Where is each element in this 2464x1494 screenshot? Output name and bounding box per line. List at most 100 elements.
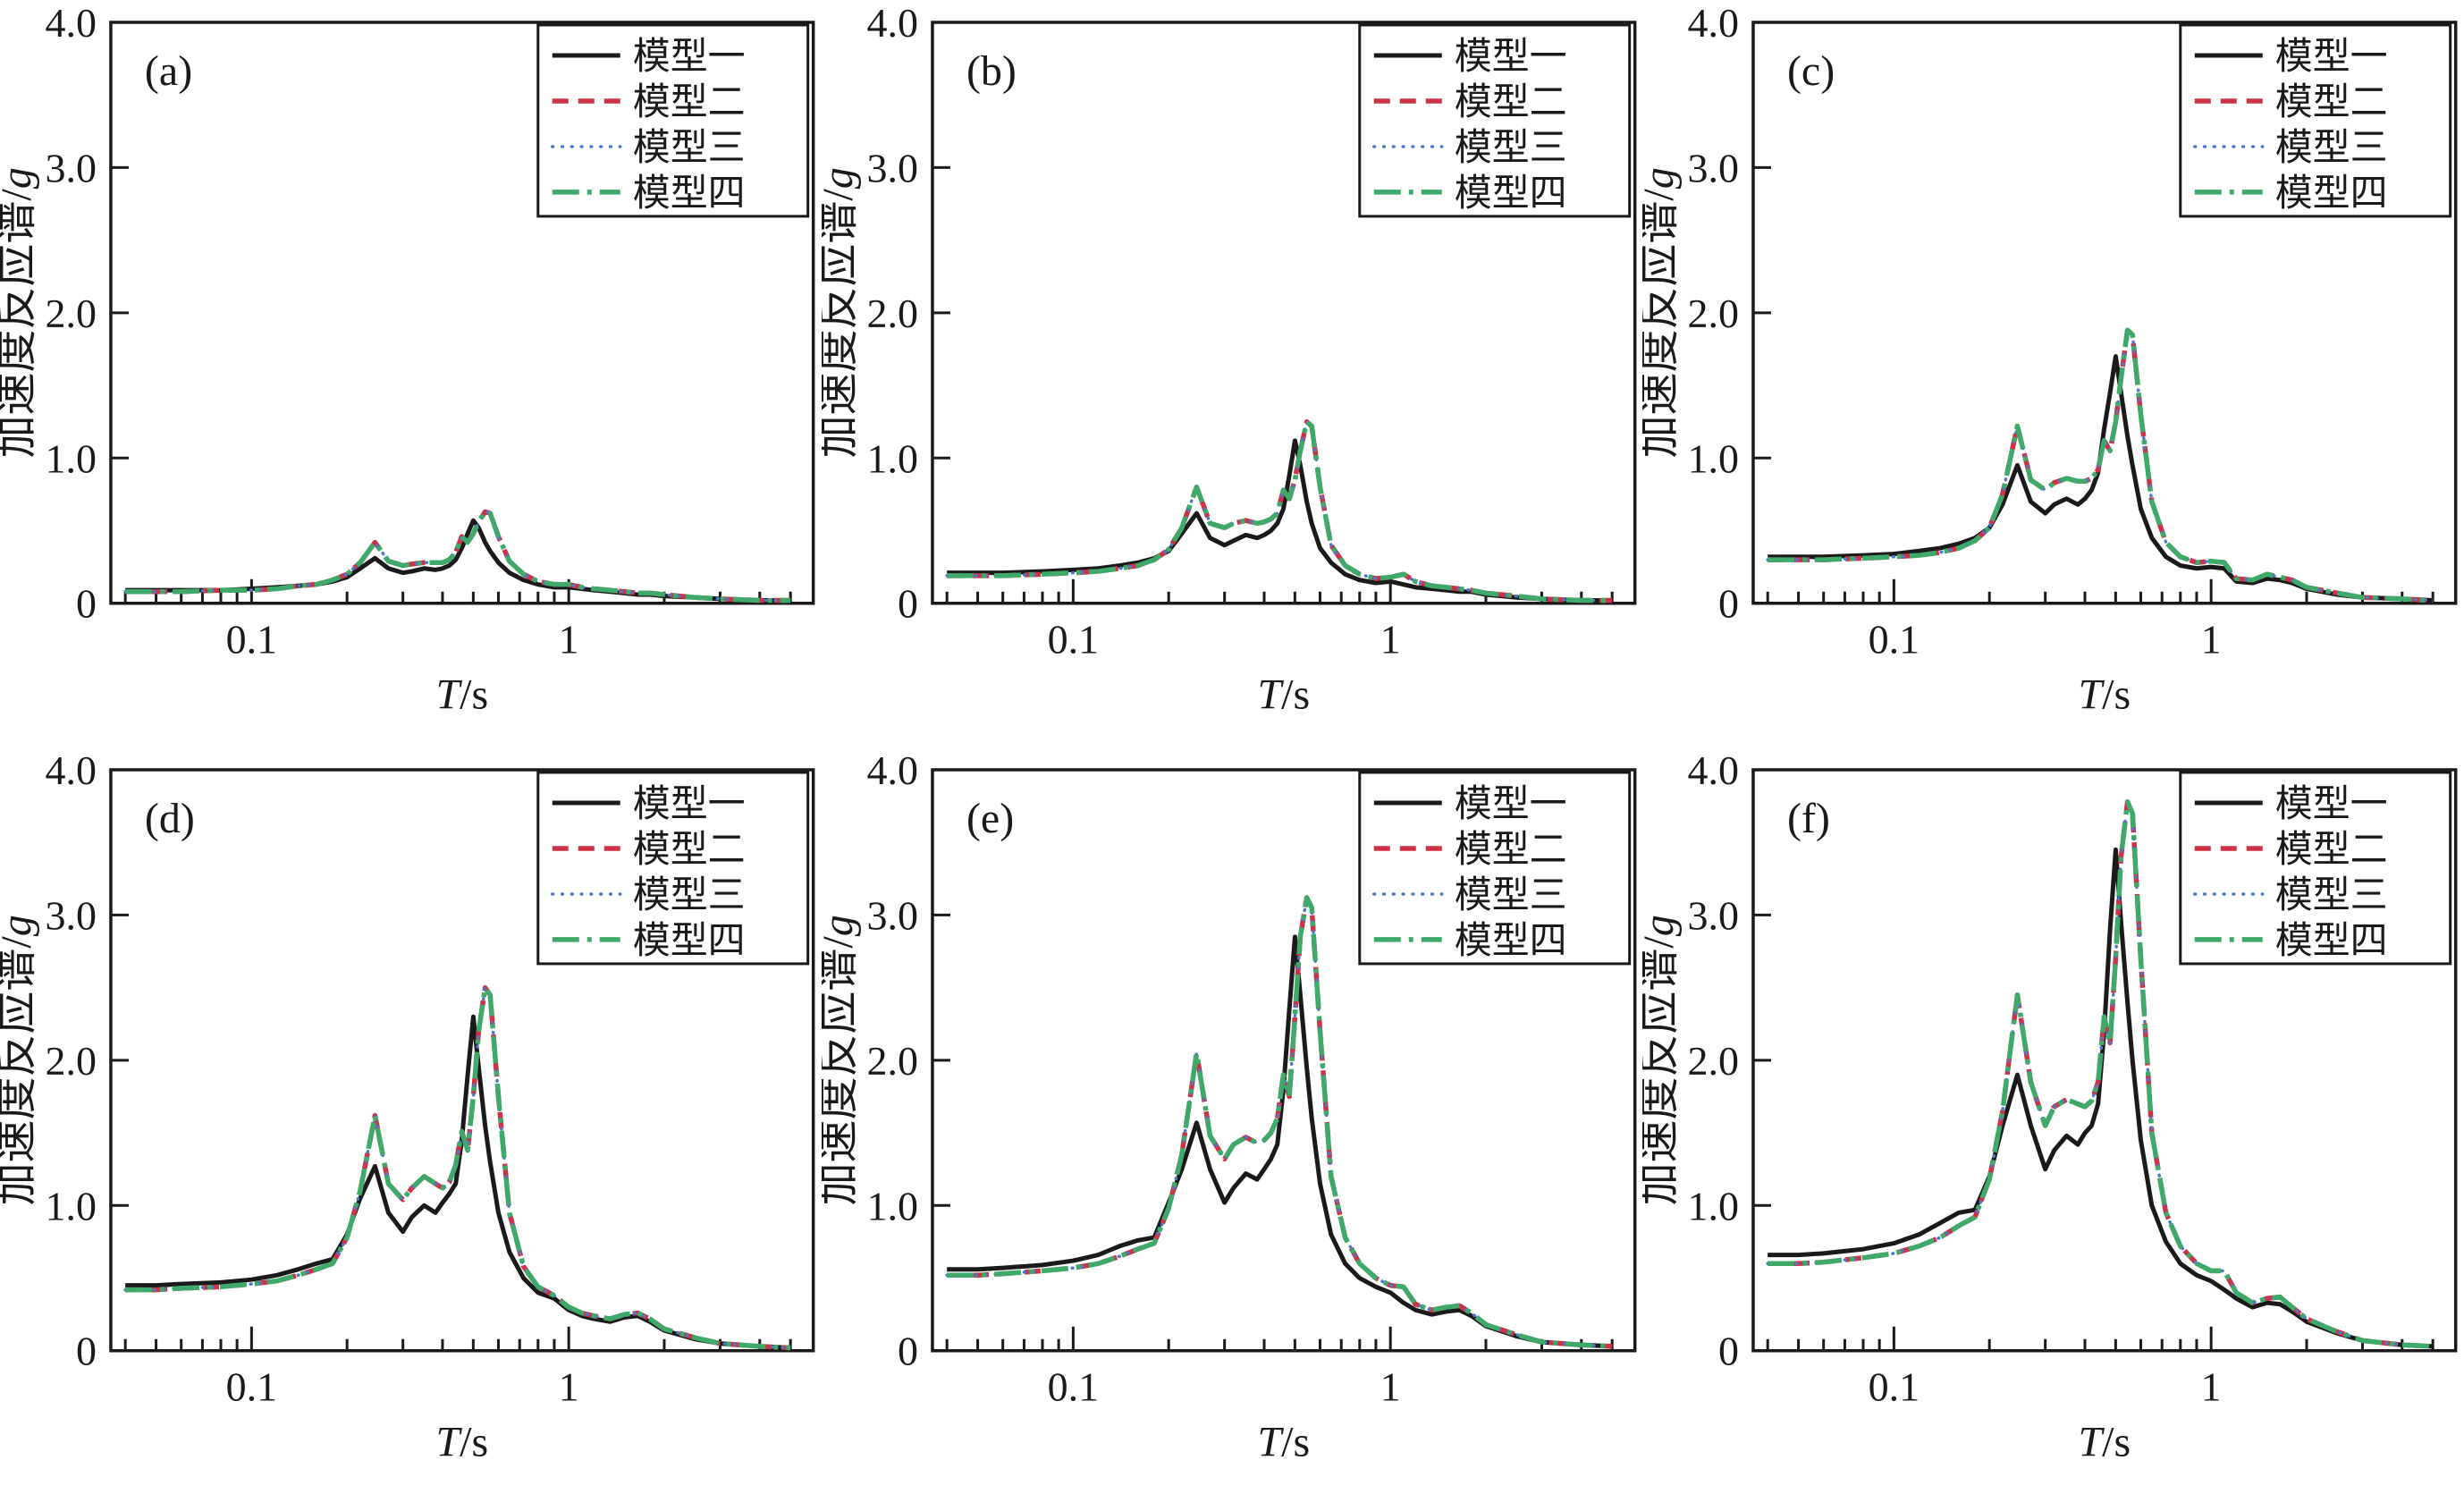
legend-label: 模型一 bbox=[2275, 37, 2388, 78]
legend-label: 模型四 bbox=[633, 173, 746, 215]
y-axis-title: 加速度反应谱/g bbox=[822, 915, 862, 1205]
y-axis-title: 加速度反应谱/g bbox=[1642, 915, 1683, 1205]
y-tick-label: 2.0 bbox=[45, 291, 96, 336]
curve-model-4 bbox=[1768, 327, 2434, 604]
curve-model-4 bbox=[946, 894, 1612, 1349]
y-tick-label: 0 bbox=[1718, 581, 1739, 627]
y-tick-label: 0 bbox=[898, 1328, 918, 1373]
legend-label: 模型三 bbox=[2275, 875, 2388, 916]
x-tick-label: 0.1 bbox=[226, 1363, 277, 1409]
plot-frame bbox=[1751, 767, 2458, 1353]
curve-model-1 bbox=[1768, 847, 2434, 1349]
x-tick-label: 0.1 bbox=[1869, 1363, 1920, 1409]
curves bbox=[945, 418, 1614, 604]
curves bbox=[1766, 798, 2435, 1349]
curve-model-1 bbox=[946, 438, 1612, 604]
panel-a: 0 1.0 2.0 3.0 4.0 0.1 1 T/s 加速度反应谱/g (a) 模型一模型二模型三… bbox=[0, 0, 822, 747]
y-tick-label: 4.0 bbox=[45, 0, 96, 46]
y-tick-label: 2.0 bbox=[866, 291, 917, 336]
legend-item: 模型四 bbox=[2195, 173, 2388, 215]
legend-label: 模型一 bbox=[633, 37, 746, 78]
y-axis-title: 加速度反应谱/g bbox=[1642, 167, 1683, 458]
legend-box bbox=[1357, 771, 1631, 966]
legend-label: 模型三 bbox=[633, 128, 746, 169]
y-tick-label: 1.0 bbox=[1688, 435, 1739, 481]
legend-label: 模型四 bbox=[2275, 173, 2388, 215]
legend-label: 模型四 bbox=[633, 921, 746, 962]
legend-label: 模型二 bbox=[633, 82, 746, 123]
y-tick-label: 1.0 bbox=[1688, 1183, 1739, 1228]
legend-label: 模型四 bbox=[1454, 921, 1566, 962]
legend-item: 模型四 bbox=[552, 173, 746, 215]
chart-b: 01.02.03.04.00.11T/s加速度反应谱/g(b)模型一模型二模型三… bbox=[822, 0, 1637, 719]
legend-label: 模型三 bbox=[1454, 875, 1566, 916]
curves bbox=[1766, 327, 2435, 604]
panel-label: (c) bbox=[1787, 47, 1835, 95]
legend-item: 模型三 bbox=[551, 128, 746, 169]
curve-model-1 bbox=[125, 1014, 791, 1350]
legend-item: 模型一 bbox=[552, 784, 746, 825]
legend-label: 模型一 bbox=[1454, 37, 1566, 78]
x-tick-label: 1 bbox=[2201, 617, 2222, 663]
curves bbox=[945, 894, 1614, 1349]
y-axis: 0 1.0 2.0 3.0 4.0 bbox=[1688, 747, 1772, 1373]
chart-a: 0 1.0 2.0 3.0 4.0 0.1 1 T/s 加速度反应谱/g (a) 模型一模型二模型三… bbox=[0, 0, 815, 719]
chart-e: 01.02.03.04.00.11T/s加速度反应谱/g(e)模型一模型二模型三… bbox=[822, 747, 1637, 1465]
x-axis-title: T/s bbox=[435, 1418, 488, 1465]
plot-frame bbox=[930, 767, 1637, 1353]
legend-item: 模型四 bbox=[2195, 921, 2388, 962]
panel-f: 01.02.03.04.00.11T/s加速度反应谱/g(f)模型一模型二模型三… bbox=[1642, 747, 2464, 1494]
panel-d: 01.02.03.04.00.11T/s加速度反应谱/g(d)模型一模型二模型三… bbox=[0, 747, 822, 1494]
panel-c: 01.02.03.04.00.11T/s加速度反应谱/g(c)模型一模型二模型三… bbox=[1642, 0, 2464, 747]
legend-label: 模型三 bbox=[2275, 128, 2388, 169]
legend-item: 模型一 bbox=[1373, 784, 1566, 825]
legend-item: 模型二 bbox=[552, 82, 746, 123]
plot-frame bbox=[1751, 21, 2458, 605]
chart-f: 01.02.03.04.00.11T/s加速度反应谱/g(f)模型一模型二模型三… bbox=[1642, 747, 2458, 1465]
y-axis: 0 1.0 2.0 3.0 4.0 bbox=[1688, 0, 1772, 627]
legend-item: 模型二 bbox=[1373, 830, 1566, 871]
y-tick-label: 0 bbox=[1718, 1328, 1739, 1373]
legend-item: 模型三 bbox=[1371, 875, 1566, 916]
y-tick-label: 1.0 bbox=[45, 1183, 96, 1228]
legend-item: 模型二 bbox=[1373, 82, 1566, 123]
legend-label: 模型四 bbox=[1454, 173, 1566, 215]
legend-item: 模型三 bbox=[2193, 128, 2388, 169]
x-tick-label: 1 bbox=[559, 1363, 579, 1409]
y-tick-label: 3.0 bbox=[1688, 892, 1739, 938]
y-axis: 0 1.0 2.0 3.0 4.0 bbox=[45, 0, 129, 627]
curve-model-3 bbox=[1766, 799, 2435, 1348]
legend-item: 模型二 bbox=[552, 830, 746, 871]
y-tick-label: 4.0 bbox=[1688, 0, 1739, 46]
x-tick-label: 0.1 bbox=[1869, 617, 1920, 663]
plot-frame bbox=[930, 21, 1637, 605]
legend-item: 模型一 bbox=[1373, 37, 1566, 78]
chart-d: 01.02.03.04.00.11T/s加速度反应谱/g(d)模型一模型二模型三… bbox=[0, 747, 815, 1465]
panel-e: 01.02.03.04.00.11T/s加速度反应谱/g(e)模型一模型二模型三… bbox=[822, 747, 1643, 1494]
curve-model-1 bbox=[946, 934, 1612, 1349]
legend-label: 模型一 bbox=[1454, 784, 1566, 825]
panel-label: (e) bbox=[966, 795, 1014, 842]
y-tick-label: 2.0 bbox=[45, 1038, 96, 1084]
y-tick-label: 0 bbox=[76, 581, 97, 627]
x-tick-label: 1 bbox=[1380, 617, 1400, 663]
x-axis: 0.1 1 bbox=[945, 578, 1614, 663]
y-tick-label: 3.0 bbox=[866, 145, 917, 190]
x-axis-title: T/s bbox=[435, 671, 488, 719]
y-tick-label: 3.0 bbox=[866, 892, 917, 938]
y-tick-label: 1.0 bbox=[866, 1183, 917, 1228]
legend-label: 模型二 bbox=[2275, 82, 2388, 123]
panel-label: (a) bbox=[145, 47, 192, 95]
x-axis-title: T/s bbox=[1257, 1418, 1310, 1465]
y-axis-title: 加速度反应谱/g bbox=[0, 915, 40, 1205]
legend-label: 模型三 bbox=[1454, 128, 1566, 169]
y-tick-label: 2.0 bbox=[866, 1038, 917, 1084]
panel-label: (d) bbox=[145, 795, 195, 842]
x-axis-title: T/s bbox=[1257, 671, 1310, 719]
legend-label: 模型一 bbox=[633, 784, 746, 825]
